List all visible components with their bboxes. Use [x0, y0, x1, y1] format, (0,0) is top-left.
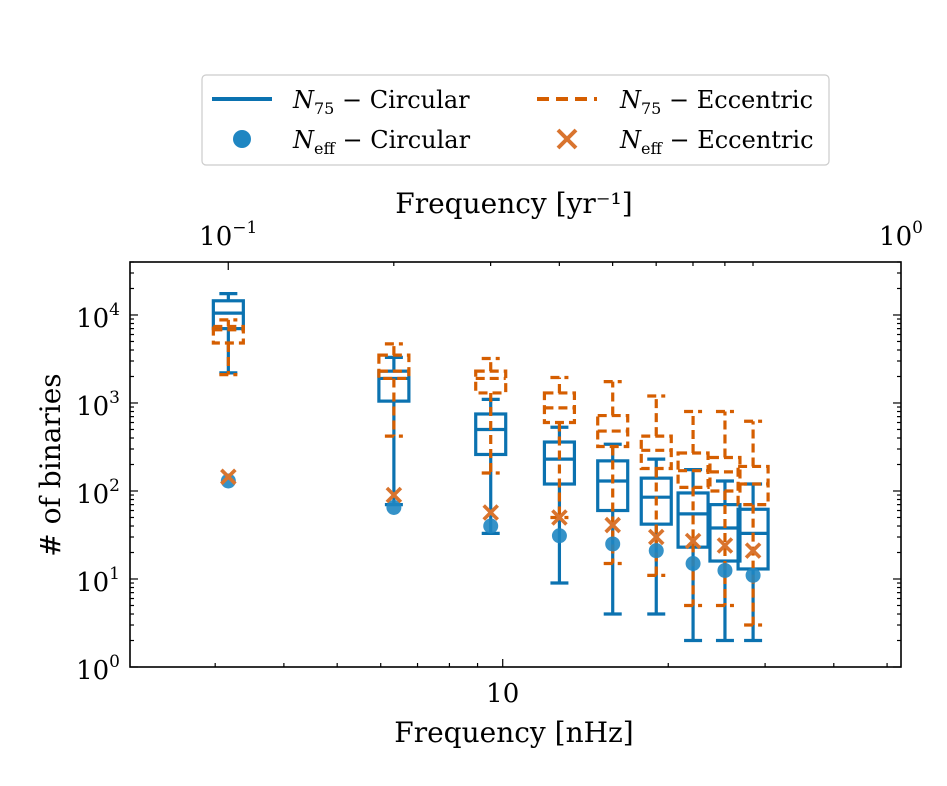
- x-stroke: [684, 532, 702, 550]
- neff-circular-point: [386, 499, 402, 515]
- box: [708, 479, 742, 643]
- x-stroke: [647, 528, 665, 546]
- box-iqr: [474, 412, 508, 457]
- box-iqr: [377, 353, 411, 381]
- box-iqr: [542, 440, 577, 486]
- neff-eccentric-point: [482, 504, 499, 521]
- point-series: [220, 468, 762, 583]
- neff-circular-point: [220, 473, 236, 489]
- y-tick-label: 100: [76, 652, 120, 686]
- box-iqr: [708, 455, 742, 493]
- box: [596, 442, 630, 616]
- x-stroke: [744, 542, 762, 559]
- axis-ticks: [130, 261, 901, 668]
- box-series: [211, 291, 770, 643]
- box: [596, 379, 630, 566]
- neff-eccentric-point: [604, 516, 621, 534]
- neff-circular-point: [551, 528, 567, 544]
- box: [736, 419, 770, 627]
- x-stroke: [482, 504, 499, 521]
- points-neff-circular: [220, 473, 761, 583]
- neff-eccentric-point: [684, 532, 702, 550]
- top-tick-label: 100: [879, 218, 923, 252]
- box-iqr: [639, 434, 673, 471]
- top-axis-title: Frequency [yr⁻¹]: [395, 187, 632, 220]
- x-axis-title: Frequency [nHz]: [394, 716, 633, 749]
- top-tick-label: 10−1: [199, 218, 257, 252]
- legend-x-stroke: [556, 128, 578, 150]
- neff-circular-point: [483, 518, 499, 534]
- neff-circular-point: [717, 562, 733, 578]
- legend-label-neff-eccentric: Neff − Eccentric: [619, 126, 814, 158]
- legend-label-n75-eccentric: N75 − Eccentric: [619, 86, 813, 118]
- neff-eccentric-point: [744, 542, 762, 559]
- legend-neff-eccentric-marker: [556, 128, 578, 150]
- box: [211, 318, 245, 377]
- x-stroke: [385, 486, 403, 504]
- neff-circular-point: [685, 555, 701, 571]
- y-tick-label: 102: [76, 476, 120, 510]
- neff-eccentric-point: [716, 537, 734, 554]
- tick-labels: 100 101 102 103 104 10 10−1 100: [76, 218, 923, 709]
- legend: N75 − Circular Neff − Circular N75 − Ecc…: [201, 74, 830, 166]
- plot-frame: [129, 261, 902, 668]
- box-iqr: [639, 476, 673, 526]
- neff-eccentric-point: [647, 528, 665, 546]
- box-iqr: [211, 324, 245, 345]
- box: [676, 409, 710, 608]
- neff-eccentric-point: [385, 486, 403, 504]
- box: [377, 342, 411, 438]
- y-tick-label: 101: [76, 564, 120, 598]
- neff-circular-point: [745, 567, 761, 583]
- box: [542, 375, 577, 520]
- neff-circular-point: [648, 543, 664, 559]
- box-iqr: [474, 369, 508, 395]
- neff-eccentric-point: [551, 509, 568, 526]
- neff-eccentric-point: [220, 468, 237, 486]
- x-stroke: [604, 516, 621, 534]
- legend-label-neff-circular: Neff − Circular: [292, 126, 471, 158]
- legend-neff-circular-marker: [233, 130, 251, 148]
- box: [474, 356, 508, 475]
- x-stroke: [220, 468, 237, 486]
- x-stroke: [716, 537, 734, 554]
- y-tick-label: 103: [76, 388, 120, 422]
- legend-label-n75-circular: N75 − Circular: [292, 86, 470, 118]
- box: [708, 409, 742, 608]
- x-stroke: [551, 509, 568, 526]
- y-axis-title: # of binaries: [34, 373, 67, 556]
- legend-frame: [201, 74, 830, 166]
- points-neff-eccentric: [220, 468, 762, 559]
- neff-circular-point: [605, 536, 621, 552]
- x-tick-label: 10: [486, 679, 519, 709]
- y-tick-label: 104: [76, 300, 120, 334]
